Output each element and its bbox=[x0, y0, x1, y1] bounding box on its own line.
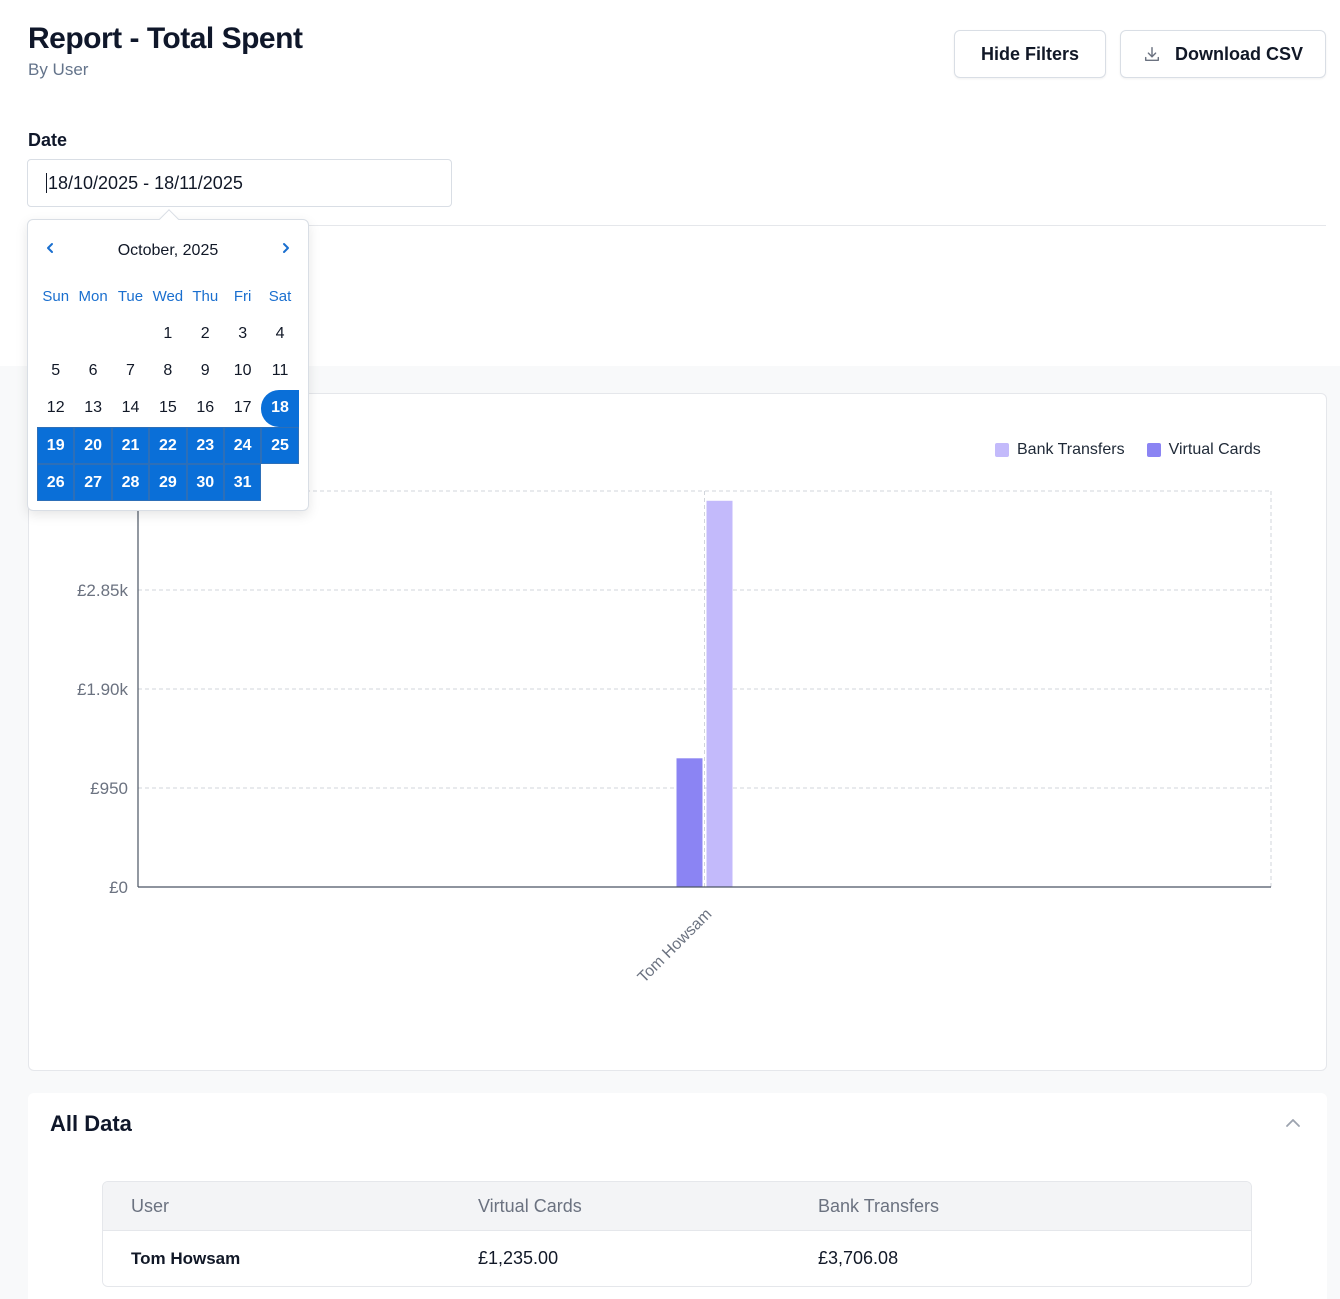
all-data-panel: All Data User Virtual Cards Bank Transfe… bbox=[28, 1093, 1327, 1299]
calendar-day[interactable]: 21 bbox=[111, 426, 150, 465]
chart-legend: Bank Transfers Virtual Cards bbox=[995, 441, 1261, 459]
calendar-day[interactable]: 12 bbox=[46, 399, 65, 417]
download-csv-button[interactable]: Download CSV bbox=[1120, 30, 1326, 78]
calendar-day[interactable]: 31 bbox=[223, 464, 262, 502]
calendar-empty-cell bbox=[74, 315, 111, 352]
legend-swatch-bank-transfers bbox=[995, 443, 1009, 457]
calendar-day[interactable]: 16 bbox=[196, 399, 215, 417]
cell-virtual-cards: £1,235.00 bbox=[478, 1248, 559, 1268]
page-title: Report - Total Spent bbox=[28, 22, 303, 55]
legend-label-bank-transfers: Bank Transfers bbox=[1017, 441, 1125, 458]
cell-user: Tom Howsam bbox=[131, 1248, 241, 1268]
bar-chart: £0 £950 £1.90k £2.85k Tom Howsam bbox=[77, 490, 1272, 987]
calendar-day[interactable]: 9 bbox=[200, 361, 210, 379]
weekday-label: Sun bbox=[42, 288, 70, 305]
calendar-day[interactable]: 6 bbox=[88, 361, 98, 379]
calendar-day[interactable]: 10 bbox=[233, 361, 252, 379]
bar-virtual-cards bbox=[676, 758, 703, 887]
header-actions: Hide Filters Download CSV bbox=[954, 30, 1326, 78]
column-header-bank-transfers[interactable]: Bank Transfers bbox=[818, 1195, 940, 1216]
calendar-day[interactable]: 19 bbox=[37, 426, 75, 465]
page-subtitle: By User bbox=[28, 60, 89, 79]
hide-filters-button[interactable]: Hide Filters bbox=[954, 30, 1106, 78]
calendar-day[interactable]: 3 bbox=[238, 324, 248, 342]
calendar-day[interactable]: 13 bbox=[84, 399, 102, 417]
download-csv-label: Download CSV bbox=[1174, 43, 1303, 64]
filter-divider bbox=[27, 225, 1326, 226]
calendar-day[interactable]: 1 bbox=[163, 324, 173, 342]
date-range-picker: October, 2025 Sun Mon Tue Wed Thu Fri Sa… bbox=[27, 209, 309, 511]
text-caret bbox=[46, 173, 47, 193]
y-tick-label: £1.90k bbox=[77, 680, 129, 699]
legend-item-virtual-cards[interactable]: Virtual Cards bbox=[1146, 441, 1261, 459]
table-row: Tom Howsam £1,235.00 £3,706.08 bbox=[103, 1231, 1251, 1286]
calendar-day[interactable]: 23 bbox=[186, 426, 224, 465]
chevron-left-icon[interactable] bbox=[42, 240, 58, 256]
legend-label-virtual-cards: Virtual Cards bbox=[1168, 441, 1261, 458]
date-range-value: 18/10/2025 - 18/11/2025 bbox=[48, 172, 243, 193]
date-range-input[interactable]: 18/10/2025 - 18/11/2025 bbox=[27, 159, 452, 207]
calendar-day[interactable]: 2 bbox=[200, 324, 210, 342]
bar-bank-transfers bbox=[706, 500, 733, 887]
download-icon bbox=[1144, 46, 1160, 62]
calendar-day[interactable]: 27 bbox=[74, 464, 112, 502]
calendar-day[interactable]: 18 bbox=[261, 389, 299, 427]
calendar-day[interactable]: 28 bbox=[111, 464, 150, 502]
date-filter-label: Date bbox=[28, 130, 68, 150]
chevron-right-icon[interactable] bbox=[278, 240, 294, 256]
calendar-day[interactable]: 29 bbox=[149, 464, 187, 502]
column-header-virtual-cards[interactable]: Virtual Cards bbox=[478, 1195, 582, 1216]
calendar-empty-cell bbox=[37, 315, 74, 352]
calendar-day[interactable]: 24 bbox=[223, 426, 262, 465]
all-data-table: User Virtual Cards Bank Transfers Tom Ho… bbox=[102, 1181, 1252, 1287]
column-header-user[interactable]: User bbox=[131, 1195, 170, 1216]
y-tick-label: £950 bbox=[90, 779, 128, 798]
calendar-day[interactable]: 26 bbox=[37, 464, 75, 502]
page-header: Report - Total Spent By User bbox=[28, 22, 303, 80]
calendar-day[interactable]: 7 bbox=[126, 361, 135, 379]
calendar-day[interactable]: 17 bbox=[233, 399, 252, 417]
calendar-day[interactable]: 11 bbox=[271, 361, 289, 379]
calendar-weekdays: Sun Mon Tue Wed Thu Fri Sat bbox=[37, 288, 299, 305]
calendar-days-grid: 1 2 3 4 5 6 7 8 9 10 11 12 13 14 15 16 17 18 19 20 21 22 23 24 2… bbox=[37, 315, 299, 502]
calendar-day[interactable]: 5 bbox=[51, 361, 61, 379]
cell-bank-transfers: £3,706.08 bbox=[818, 1248, 899, 1268]
legend-swatch-virtual-cards bbox=[1146, 443, 1161, 457]
y-tick-label: £0 bbox=[109, 878, 128, 897]
calendar-day[interactable]: 20 bbox=[74, 426, 112, 465]
weekday-label: Sat bbox=[268, 288, 292, 305]
weekday-label: Mon bbox=[78, 288, 108, 305]
table-header-row: User Virtual Cards Bank Transfers bbox=[103, 1182, 1251, 1231]
calendar-day[interactable]: 30 bbox=[186, 464, 224, 502]
all-data-title: All Data bbox=[50, 1111, 132, 1136]
weekday-label: Thu bbox=[192, 288, 219, 305]
calendar-day[interactable]: 4 bbox=[275, 324, 285, 342]
calendar-day[interactable]: 8 bbox=[163, 361, 173, 379]
weekday-label: Tue bbox=[117, 288, 144, 305]
calendar-month-label: October, 2025 bbox=[117, 242, 219, 259]
calendar-empty-cell bbox=[112, 315, 149, 352]
calendar-day[interactable]: 15 bbox=[158, 399, 177, 417]
weekday-label: Wed bbox=[152, 288, 184, 305]
calendar-day[interactable]: 22 bbox=[149, 426, 187, 465]
legend-item-bank-transfers[interactable]: Bank Transfers bbox=[995, 441, 1125, 459]
x-tick-label: Tom Howsam bbox=[635, 906, 716, 987]
calendar-day[interactable]: 14 bbox=[121, 399, 140, 417]
y-tick-label: £2.85k bbox=[77, 581, 129, 600]
calendar-day[interactable]: 25 bbox=[261, 426, 299, 465]
weekday-label: Fri bbox=[233, 288, 252, 305]
chevron-up-icon[interactable] bbox=[1283, 1113, 1303, 1133]
